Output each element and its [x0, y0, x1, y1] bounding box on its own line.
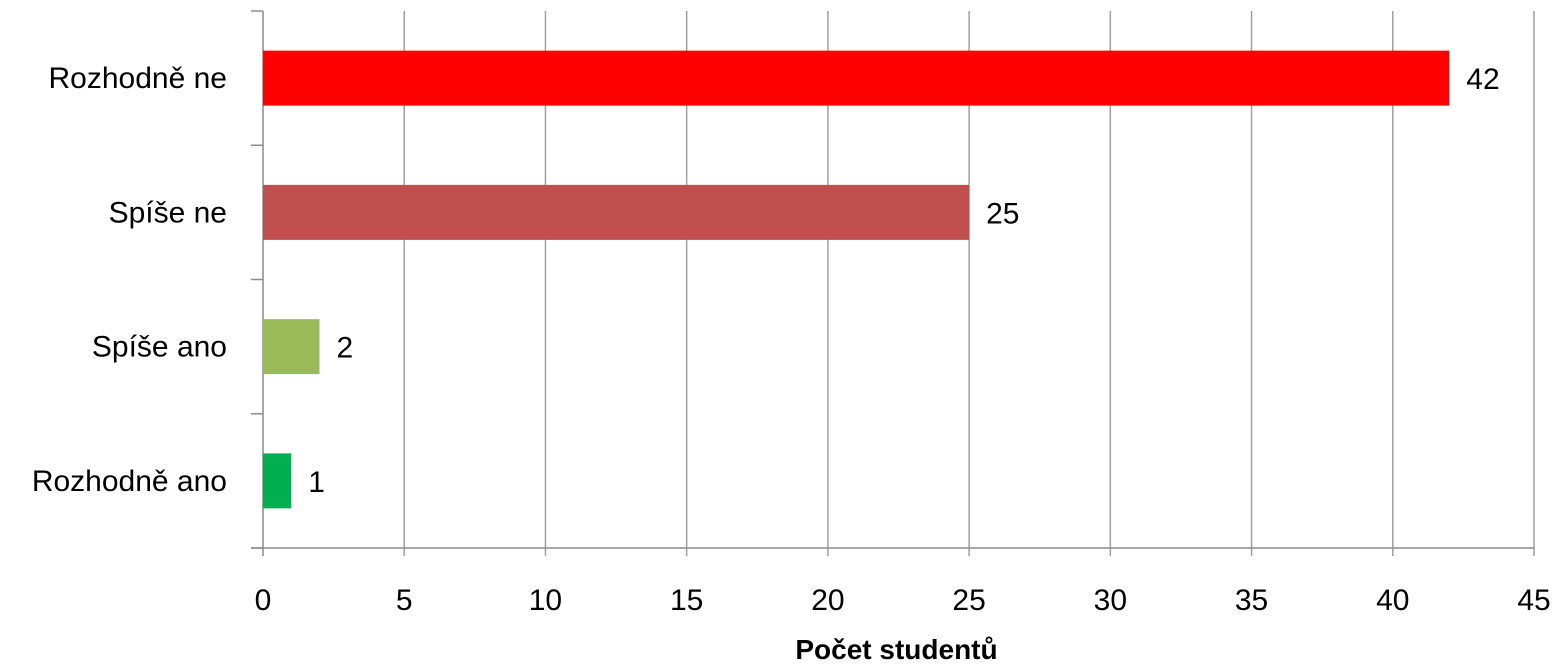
- x-tick-label: 15: [670, 584, 703, 617]
- category-label: Spíše ne: [109, 196, 227, 229]
- category-label: Spíše ano: [92, 331, 227, 364]
- data-label: 42: [1466, 63, 1499, 96]
- bar: [263, 184, 970, 240]
- bar: [263, 453, 292, 509]
- x-tick-label: 35: [1235, 584, 1268, 617]
- labels: 0 5 10 15 20 25 30 35 40 45 Rozhodně ne 42 Spíše ne 2…: [32, 62, 1551, 617]
- category-label: Rozhodně ne: [49, 62, 227, 95]
- x-tick-label: 5: [396, 584, 413, 617]
- x-axis-title: Počet studentů: [795, 634, 997, 665]
- x-tick-label: 40: [1376, 584, 1409, 617]
- x-tick-label: 20: [811, 584, 844, 617]
- data-label: 25: [986, 197, 1019, 230]
- x-tick-label: 45: [1517, 584, 1550, 617]
- x-tick-label: 30: [1094, 584, 1127, 617]
- x-tick-label: 0: [255, 584, 272, 617]
- data-label: 2: [336, 332, 353, 365]
- bar: [263, 50, 1450, 106]
- category-label: Rozhodně ano: [32, 465, 227, 498]
- bar: [263, 319, 320, 375]
- x-tick-label: 10: [529, 584, 562, 617]
- bars: [263, 50, 1450, 509]
- x-tick-label: 25: [952, 584, 985, 617]
- data-label: 1: [308, 466, 325, 499]
